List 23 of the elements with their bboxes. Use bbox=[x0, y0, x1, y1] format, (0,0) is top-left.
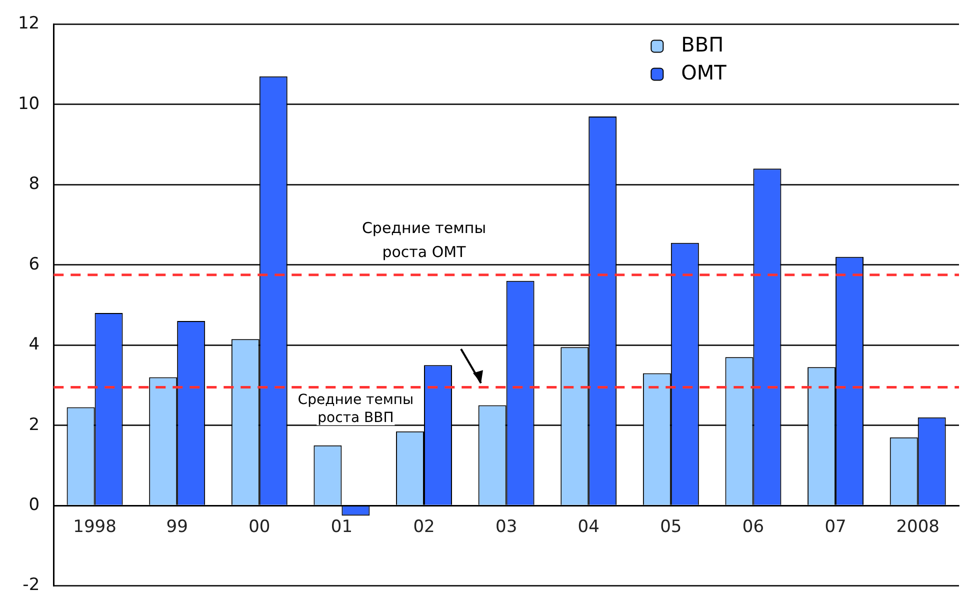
y-tick-label: 6 bbox=[28, 254, 40, 274]
ref-line-label: Средние темпы роста ОМТ bbox=[362, 218, 486, 261]
x-tick-label: 07 bbox=[824, 517, 846, 538]
y-tick-label: 10 bbox=[18, 94, 40, 114]
ref-line-label: Средние темпы роста ВВП bbox=[298, 392, 414, 426]
legend-label: ОМТ bbox=[681, 60, 728, 84]
x-tick-label: 04 bbox=[578, 517, 600, 538]
x-tick-label: 02 bbox=[413, 517, 435, 538]
y-tick-label: 4 bbox=[28, 334, 40, 355]
x-tick-label: 03 bbox=[495, 517, 518, 538]
x-tick-label: 99 bbox=[166, 517, 188, 538]
x-tick-label: 00 bbox=[248, 517, 270, 538]
y-tick-label: 0 bbox=[28, 494, 40, 515]
x-tick-label: 2008 bbox=[896, 517, 940, 538]
x-tick-label: 01 bbox=[330, 517, 353, 538]
y-tick-label: 8 bbox=[28, 174, 40, 194]
y-tick-label: 12 bbox=[18, 14, 40, 34]
x-tick-label: 05 bbox=[660, 517, 682, 538]
legend-label: ВВП bbox=[681, 32, 724, 56]
y-tick-label: -2 bbox=[22, 575, 40, 596]
x-tick-label: 1998 bbox=[73, 517, 116, 538]
y-tick-label: 2 bbox=[28, 414, 40, 435]
x-tick-label: 06 bbox=[742, 517, 764, 538]
